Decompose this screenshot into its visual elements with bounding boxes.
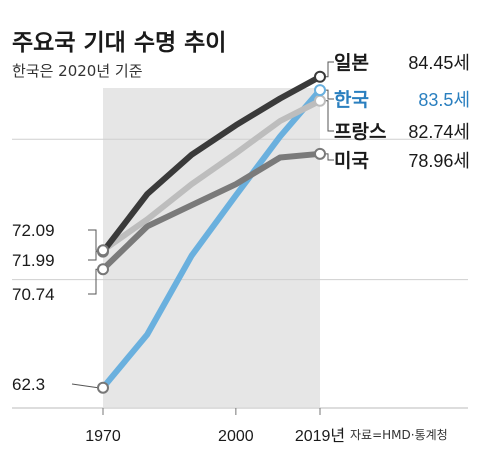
end-name-usa: 미국 — [334, 150, 369, 172]
series-markers — [97, 70, 326, 394]
marker-usa-end — [314, 147, 326, 160]
series-line-korea — [100, 87, 323, 391]
marker-japan-end — [314, 70, 326, 83]
end-value-usa: 78.96세 — [408, 151, 470, 171]
leader-end-france — [324, 100, 334, 132]
grid-lines — [12, 138, 468, 281]
marker-korea-end — [314, 84, 326, 97]
x-tick-label-0: 1970 — [85, 428, 121, 445]
end-name-japan: 일본 — [334, 52, 369, 74]
end-name-france: 프랑스 — [334, 121, 386, 143]
chart-subtitle: 한국은 2020년 기준 — [12, 62, 143, 80]
x-axis: 1970 2000 2019년 — [12, 407, 468, 445]
x-tick-label-2: 2019년 — [295, 427, 345, 445]
chart-title: 주요국 기대 수명 추이 — [12, 30, 226, 56]
x-tick-label-1: 2000 — [218, 428, 254, 445]
leader-start-france — [88, 229, 98, 251]
source-note: 자료=HMD·통계청 — [350, 428, 448, 442]
series-line-japan — [100, 73, 323, 255]
end-value-japan: 84.45세 — [408, 53, 470, 73]
end-value-france: 82.74세 — [408, 122, 470, 142]
series-line-usa — [100, 150, 323, 273]
end-value-korea: 83.5세 — [418, 90, 470, 110]
start-label-france: 72.09 — [12, 221, 55, 240]
period-shade — [103, 88, 320, 407]
leader-start-korea — [71, 383, 99, 389]
start-label-japan: 71.99 — [12, 251, 55, 270]
leader-start-usa — [88, 268, 98, 295]
marker-france-end — [314, 94, 326, 107]
marker-usa-start — [97, 263, 109, 276]
start-label-korea: 62.3 — [12, 375, 45, 394]
leader-start-japan — [88, 251, 98, 261]
series-line-france — [100, 97, 323, 254]
start-label-usa: 70.74 — [12, 285, 55, 304]
marker-france-start — [97, 244, 109, 257]
marker-korea-start — [97, 381, 109, 394]
end-name-korea: 한국 — [334, 89, 369, 111]
series-lines — [100, 73, 323, 391]
